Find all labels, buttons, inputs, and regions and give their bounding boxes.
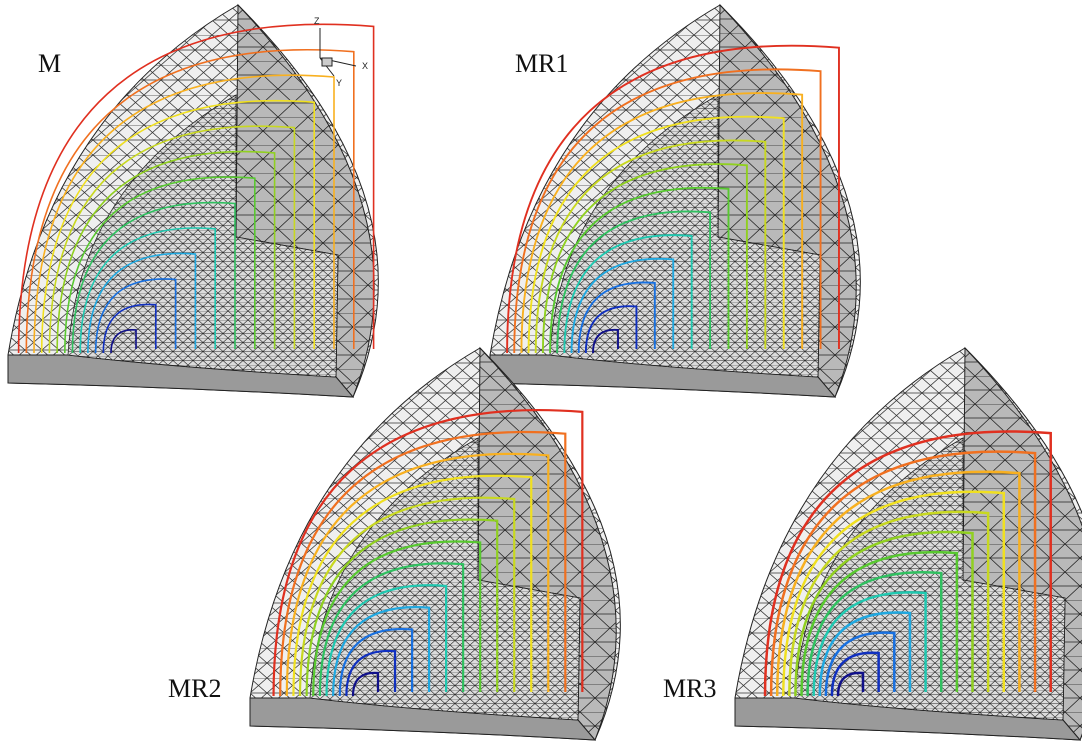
axis-triad: Z X Y <box>314 16 368 88</box>
panel-label: MR1 <box>515 49 568 78</box>
panel-label: MR3 <box>663 674 716 703</box>
axis-label: X <box>362 61 368 71</box>
mesh-panel <box>735 348 1082 740</box>
axis-label: Y <box>336 78 342 88</box>
axis-label: Z <box>314 16 320 26</box>
panel-label: MR2 <box>168 674 221 703</box>
page: {"panels": [{"label": "M"}, {"label": "M… <box>0 0 1082 751</box>
mesh-panel <box>250 348 620 740</box>
panel-label: M <box>38 49 61 78</box>
figure: Z X Y M MR1 MR2 MR3 <box>0 0 1082 751</box>
